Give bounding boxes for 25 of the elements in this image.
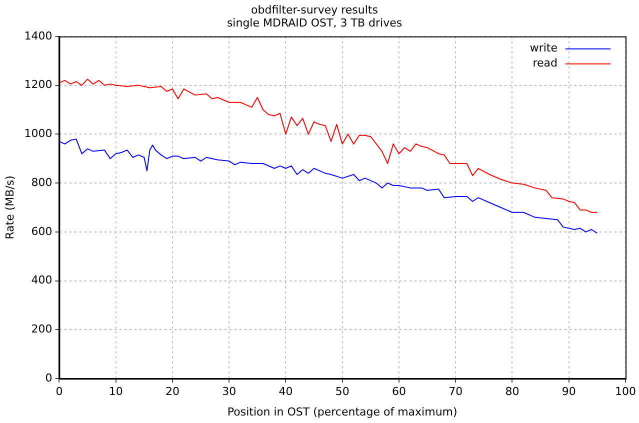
chart-title: obdfilter-survey results	[251, 3, 378, 16]
y-axis-title: Rate (MB/s)	[3, 176, 16, 240]
y-tick-label: 600	[31, 224, 52, 238]
legend-label: write	[530, 41, 558, 54]
x-tick-label: 70	[448, 385, 463, 398]
x-tick-label: 30	[222, 385, 236, 398]
y-tick-label: 0	[45, 371, 52, 384]
x-tick-label: 90	[562, 385, 576, 398]
y-tick-label: 800	[31, 176, 52, 189]
y-tick-label: 1200	[24, 78, 52, 92]
x-tick-label: 20	[165, 385, 180, 398]
legend-label: read	[532, 56, 558, 70]
y-tick-label: 200	[31, 322, 52, 336]
x-tick-label: 0	[56, 385, 63, 398]
x-tick-label: 80	[505, 385, 520, 398]
x-tick-label: 100	[615, 385, 636, 398]
x-axis-title: Position in OST (percentage of maximum)	[227, 405, 458, 418]
x-tick-label: 40	[278, 385, 293, 398]
y-tick-label: 1400	[24, 29, 52, 42]
chart-subtitle: single MDRAID OST, 3 TB drives	[226, 16, 402, 30]
y-tick-label: 400	[31, 274, 52, 287]
y-tick-label: 1000	[24, 127, 52, 140]
x-tick-label: 50	[335, 385, 350, 398]
x-tick-label: 60	[392, 385, 406, 398]
x-tick-label: 10	[108, 385, 123, 398]
